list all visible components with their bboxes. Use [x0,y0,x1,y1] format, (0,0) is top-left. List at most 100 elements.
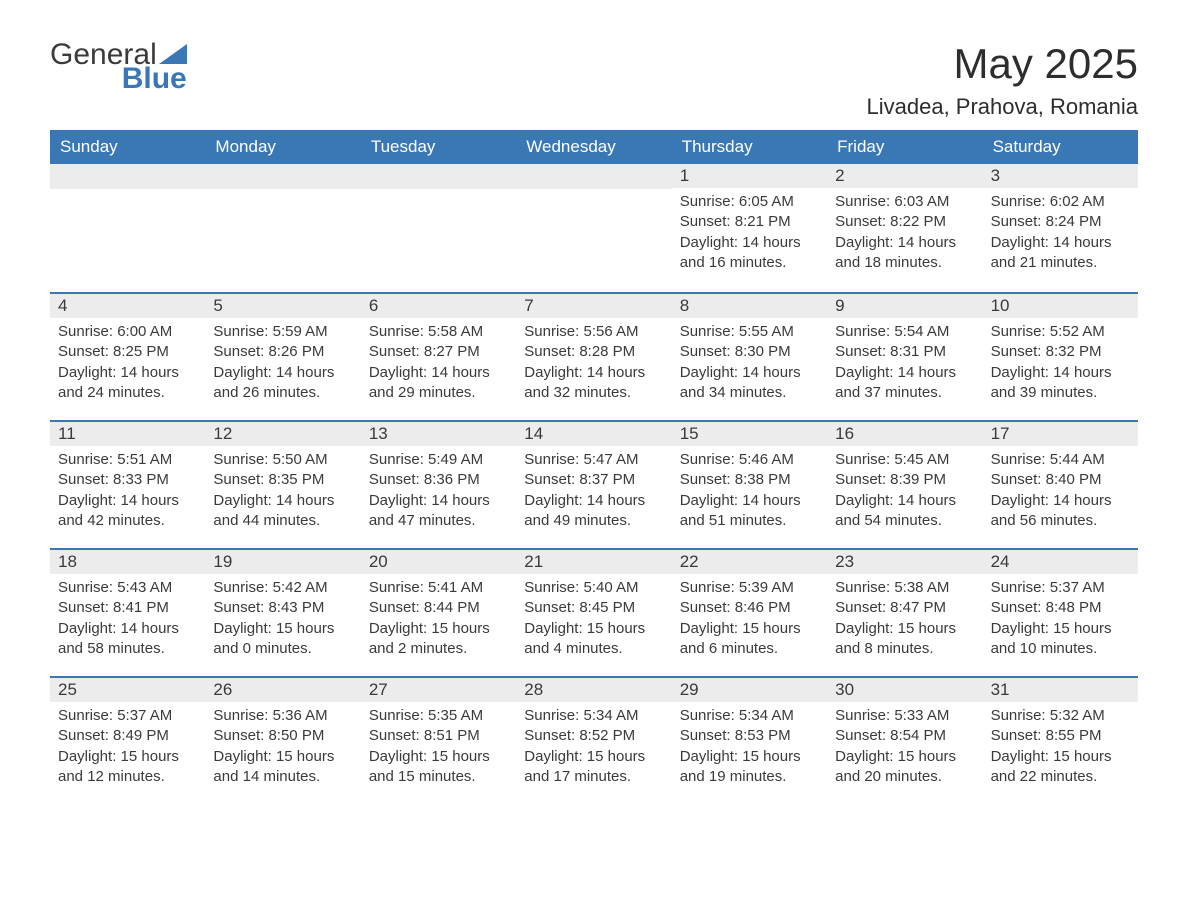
day-cell: 23Sunrise: 5:38 AMSunset: 8:47 PMDayligh… [827,550,982,676]
sunset-text: Sunset: 8:46 PM [680,598,819,618]
sunrise-text: Sunrise: 5:34 AM [524,706,663,726]
day-details: Sunrise: 5:51 AMSunset: 8:33 PMDaylight:… [50,446,205,543]
sunset-text: Sunset: 8:26 PM [213,342,352,362]
day-cell: 15Sunrise: 5:46 AMSunset: 8:38 PMDayligh… [672,422,827,548]
day-number: 21 [516,550,671,574]
day-cell: 27Sunrise: 5:35 AMSunset: 8:51 PMDayligh… [361,678,516,804]
day-cell: 8Sunrise: 5:55 AMSunset: 8:30 PMDaylight… [672,294,827,420]
sunset-text: Sunset: 8:37 PM [524,470,663,490]
daylight-text: Daylight: 15 hours and 19 minutes. [680,747,819,788]
empty-day-header [205,164,360,189]
day-cell: 11Sunrise: 5:51 AMSunset: 8:33 PMDayligh… [50,422,205,548]
day-number: 11 [50,422,205,446]
sunset-text: Sunset: 8:22 PM [835,212,974,232]
daylight-text: Daylight: 15 hours and 8 minutes. [835,619,974,660]
day-details: Sunrise: 5:49 AMSunset: 8:36 PMDaylight:… [361,446,516,543]
day-number: 23 [827,550,982,574]
day-number: 19 [205,550,360,574]
sunrise-text: Sunrise: 5:39 AM [680,578,819,598]
day-cell [361,164,516,292]
day-details: Sunrise: 5:50 AMSunset: 8:35 PMDaylight:… [205,446,360,543]
day-cell: 14Sunrise: 5:47 AMSunset: 8:37 PMDayligh… [516,422,671,548]
weekday-header: Friday [827,130,982,164]
daylight-text: Daylight: 15 hours and 10 minutes. [991,619,1130,660]
sunset-text: Sunset: 8:27 PM [369,342,508,362]
sunrise-text: Sunrise: 5:33 AM [835,706,974,726]
sunrise-text: Sunrise: 5:55 AM [680,322,819,342]
sunrise-text: Sunrise: 5:37 AM [58,706,197,726]
day-cell: 19Sunrise: 5:42 AMSunset: 8:43 PMDayligh… [205,550,360,676]
sunrise-text: Sunrise: 5:50 AM [213,450,352,470]
day-number: 14 [516,422,671,446]
day-number: 24 [983,550,1138,574]
sunrise-text: Sunrise: 5:51 AM [58,450,197,470]
sunset-text: Sunset: 8:43 PM [213,598,352,618]
daylight-text: Daylight: 15 hours and 12 minutes. [58,747,197,788]
day-details: Sunrise: 5:43 AMSunset: 8:41 PMDaylight:… [50,574,205,671]
day-details: Sunrise: 5:34 AMSunset: 8:52 PMDaylight:… [516,702,671,799]
daylight-text: Daylight: 14 hours and 58 minutes. [58,619,197,660]
weekday-header: Sunday [50,130,205,164]
day-number: 2 [827,164,982,188]
daylight-text: Daylight: 15 hours and 17 minutes. [524,747,663,788]
day-cell: 20Sunrise: 5:41 AMSunset: 8:44 PMDayligh… [361,550,516,676]
day-cell: 28Sunrise: 5:34 AMSunset: 8:52 PMDayligh… [516,678,671,804]
sunset-text: Sunset: 8:51 PM [369,726,508,746]
weekday-header: Tuesday [361,130,516,164]
day-details: Sunrise: 5:41 AMSunset: 8:44 PMDaylight:… [361,574,516,671]
day-details: Sunrise: 5:40 AMSunset: 8:45 PMDaylight:… [516,574,671,671]
daylight-text: Daylight: 14 hours and 56 minutes. [991,491,1130,532]
day-details: Sunrise: 6:03 AMSunset: 8:22 PMDaylight:… [827,188,982,285]
daylight-text: Daylight: 14 hours and 37 minutes. [835,363,974,404]
daylight-text: Daylight: 14 hours and 49 minutes. [524,491,663,532]
daylight-text: Daylight: 14 hours and 51 minutes. [680,491,819,532]
day-number: 8 [672,294,827,318]
sunset-text: Sunset: 8:48 PM [991,598,1130,618]
day-cell: 6Sunrise: 5:58 AMSunset: 8:27 PMDaylight… [361,294,516,420]
sunrise-text: Sunrise: 5:45 AM [835,450,974,470]
day-details: Sunrise: 5:34 AMSunset: 8:53 PMDaylight:… [672,702,827,799]
day-details: Sunrise: 5:59 AMSunset: 8:26 PMDaylight:… [205,318,360,415]
day-number: 20 [361,550,516,574]
empty-day-header [516,164,671,189]
sunset-text: Sunset: 8:39 PM [835,470,974,490]
sunset-text: Sunset: 8:25 PM [58,342,197,362]
sunset-text: Sunset: 8:49 PM [58,726,197,746]
daylight-text: Daylight: 15 hours and 6 minutes. [680,619,819,660]
sunset-text: Sunset: 8:31 PM [835,342,974,362]
day-cell: 2Sunrise: 6:03 AMSunset: 8:22 PMDaylight… [827,164,982,292]
day-cell [516,164,671,292]
day-number: 22 [672,550,827,574]
day-details: Sunrise: 5:36 AMSunset: 8:50 PMDaylight:… [205,702,360,799]
day-details: Sunrise: 5:55 AMSunset: 8:30 PMDaylight:… [672,318,827,415]
daylight-text: Daylight: 15 hours and 0 minutes. [213,619,352,660]
day-cell: 26Sunrise: 5:36 AMSunset: 8:50 PMDayligh… [205,678,360,804]
daylight-text: Daylight: 14 hours and 29 minutes. [369,363,508,404]
day-cell [205,164,360,292]
sunrise-text: Sunrise: 5:43 AM [58,578,197,598]
sunrise-text: Sunrise: 5:34 AM [680,706,819,726]
day-number: 25 [50,678,205,702]
daylight-text: Daylight: 14 hours and 42 minutes. [58,491,197,532]
day-details: Sunrise: 5:39 AMSunset: 8:46 PMDaylight:… [672,574,827,671]
daylight-text: Daylight: 15 hours and 4 minutes. [524,619,663,660]
day-cell: 22Sunrise: 5:39 AMSunset: 8:46 PMDayligh… [672,550,827,676]
day-cell [50,164,205,292]
week-row: 1Sunrise: 6:05 AMSunset: 8:21 PMDaylight… [50,164,1138,292]
sunset-text: Sunset: 8:30 PM [680,342,819,362]
day-cell: 30Sunrise: 5:33 AMSunset: 8:54 PMDayligh… [827,678,982,804]
sunrise-text: Sunrise: 6:05 AM [680,192,819,212]
week-row: 25Sunrise: 5:37 AMSunset: 8:49 PMDayligh… [50,676,1138,804]
day-cell: 12Sunrise: 5:50 AMSunset: 8:35 PMDayligh… [205,422,360,548]
day-number: 12 [205,422,360,446]
day-details: Sunrise: 5:32 AMSunset: 8:55 PMDaylight:… [983,702,1138,799]
day-details: Sunrise: 5:37 AMSunset: 8:48 PMDaylight:… [983,574,1138,671]
day-cell: 9Sunrise: 5:54 AMSunset: 8:31 PMDaylight… [827,294,982,420]
day-details: Sunrise: 6:02 AMSunset: 8:24 PMDaylight:… [983,188,1138,285]
day-cell: 18Sunrise: 5:43 AMSunset: 8:41 PMDayligh… [50,550,205,676]
sunset-text: Sunset: 8:50 PM [213,726,352,746]
day-cell: 1Sunrise: 6:05 AMSunset: 8:21 PMDaylight… [672,164,827,292]
daylight-text: Daylight: 14 hours and 24 minutes. [58,363,197,404]
page-header: General Blue May 2025 Livadea, Prahova, … [50,40,1138,120]
day-number: 7 [516,294,671,318]
